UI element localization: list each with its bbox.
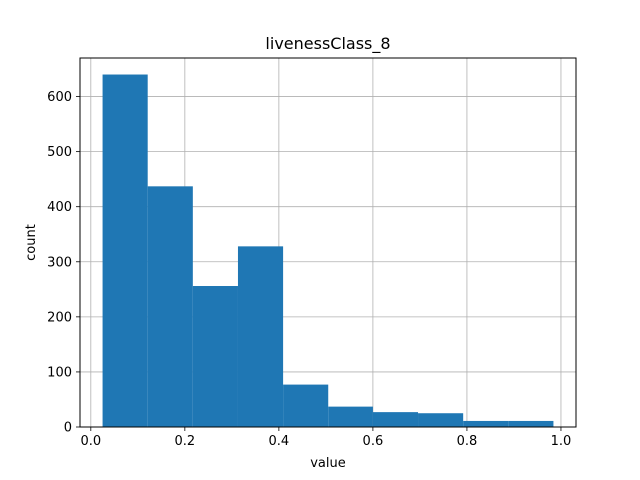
histogram-bar	[463, 420, 509, 427]
x-tick-label: 0.6	[363, 434, 384, 449]
y-tick-label: 300	[47, 255, 72, 270]
y-tick-label: 500	[47, 145, 72, 160]
y-tick-label: 200	[47, 310, 72, 325]
x-tick-label: 0.8	[457, 434, 478, 449]
x-axis: 0.0 0.2 0.4 0.6 0.8 1.0	[80, 427, 571, 449]
y-tick-label: 400	[47, 200, 72, 215]
histogram-bar	[372, 412, 419, 427]
y-tick-label: 100	[47, 365, 72, 380]
histogram-bar	[147, 186, 193, 427]
x-tick-label: 0.4	[269, 434, 290, 449]
histogram-bar	[102, 74, 148, 427]
histogram-bar	[192, 286, 238, 427]
y-tick-label: 0	[64, 421, 72, 436]
bars	[102, 74, 554, 427]
histogram-bar	[237, 246, 284, 427]
histogram-bar	[418, 413, 464, 427]
x-axis-label: value	[310, 456, 346, 471]
y-axis: 0 100 200 300 400 500 600	[47, 90, 80, 436]
chart-title: livenessClass_8	[265, 34, 390, 54]
histogram-bar	[283, 384, 329, 427]
histogram-bar	[328, 406, 373, 427]
y-axis-label: count	[24, 224, 39, 261]
plot-frame	[79, 57, 577, 428]
x-tick-label: 1.0	[551, 434, 572, 449]
y-tick-label: 600	[47, 90, 72, 105]
x-tick-label: 0.0	[80, 434, 101, 449]
x-tick-label: 0.2	[174, 434, 195, 449]
histogram-bar	[508, 420, 554, 427]
